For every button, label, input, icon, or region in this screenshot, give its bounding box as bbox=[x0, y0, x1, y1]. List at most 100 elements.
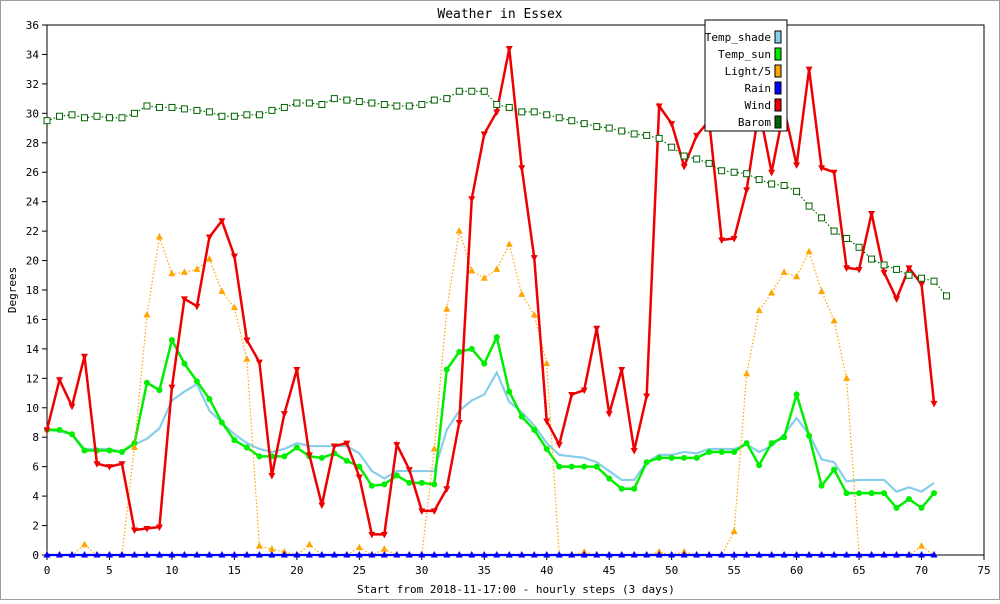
series-temp-sun-point bbox=[618, 485, 625, 492]
series-barom-point bbox=[180, 105, 188, 113]
series-temp-sun-point bbox=[393, 472, 400, 479]
series-wind-point bbox=[118, 461, 126, 468]
series-wind-point bbox=[68, 403, 76, 411]
series-light-5-point bbox=[443, 305, 451, 312]
series-light-5-point bbox=[380, 545, 388, 552]
series-temp-sun-point bbox=[131, 440, 138, 447]
x-tick-label: 65 bbox=[852, 564, 865, 577]
x-tick-label: 70 bbox=[915, 564, 928, 577]
series-barom-point bbox=[805, 202, 813, 210]
series-temp-sun-point bbox=[381, 481, 388, 488]
series-rain-point bbox=[430, 551, 438, 558]
series-barom-point bbox=[843, 234, 851, 242]
y-tick-label: 4 bbox=[32, 490, 39, 503]
series-wind-point bbox=[293, 367, 301, 374]
series-temp-sun-point bbox=[118, 448, 125, 455]
series-barom-point bbox=[780, 181, 788, 189]
x-tick-label: 40 bbox=[540, 564, 553, 577]
series-barom-point bbox=[343, 96, 351, 104]
series-rain-point bbox=[330, 551, 338, 558]
series-rain-point bbox=[793, 551, 801, 558]
x-tick-label: 25 bbox=[353, 564, 366, 577]
series-temp-sun-point bbox=[656, 454, 663, 461]
series-light-5-point bbox=[493, 265, 501, 272]
series-temp-sun-point bbox=[681, 454, 688, 461]
series-temp-sun-point bbox=[156, 387, 163, 394]
series-wind-point bbox=[368, 531, 376, 539]
series-wind-point bbox=[880, 269, 888, 277]
series-wind-point bbox=[380, 531, 388, 539]
series-wind-point bbox=[280, 411, 288, 418]
series-temp-sun-point bbox=[231, 437, 238, 444]
series-rain-point bbox=[755, 551, 763, 558]
series-wind-point bbox=[693, 132, 701, 140]
series-wind-point bbox=[355, 474, 363, 481]
series-temp-sun-point bbox=[518, 413, 525, 420]
series-rain-point bbox=[855, 551, 863, 558]
series-temp-sun-point bbox=[593, 463, 600, 470]
series-barom-point bbox=[493, 101, 501, 108]
series-wind-point bbox=[618, 367, 626, 374]
series-barom-point bbox=[143, 102, 151, 110]
series-barom-point bbox=[930, 277, 938, 285]
x-tick-label: 30 bbox=[415, 564, 428, 577]
series-rain-point bbox=[618, 551, 626, 558]
series-temp-sun-point bbox=[868, 490, 875, 497]
series-light-5-point bbox=[805, 247, 813, 255]
series-temp-sun-point bbox=[568, 463, 575, 470]
series-temp-sun-point bbox=[756, 462, 763, 469]
series-barom-point bbox=[530, 108, 538, 116]
series-wind-point bbox=[130, 527, 138, 534]
series-temp-sun-point bbox=[481, 360, 488, 367]
series-wind-point bbox=[743, 187, 751, 194]
series-temp-sun-point bbox=[818, 482, 825, 489]
legend-label-temp-shade: Temp_shade bbox=[705, 31, 771, 44]
series-wind-point bbox=[155, 524, 163, 532]
series-wind-point bbox=[405, 467, 413, 474]
series-rain bbox=[43, 551, 938, 558]
y-tick-label: 10 bbox=[26, 402, 39, 415]
series-light-5-point bbox=[480, 274, 488, 281]
series-light-5-point bbox=[230, 303, 238, 311]
series-temp-sun-point bbox=[718, 448, 725, 455]
series-wind-point bbox=[905, 265, 913, 272]
series-barom-point bbox=[255, 111, 263, 119]
x-tick-label: 0 bbox=[44, 564, 51, 577]
series-temp-sun-point bbox=[281, 453, 288, 460]
legend-label-light-5: Light/5 bbox=[725, 65, 771, 78]
series-rain-point bbox=[830, 551, 838, 558]
series-barom-point bbox=[893, 265, 901, 273]
legend: Temp_shade Temp_sun Light/5 Rain Wind Barom bbox=[704, 19, 788, 132]
series-temp-sun-point bbox=[468, 345, 475, 352]
series-wind-point bbox=[593, 325, 601, 333]
series-rain-point bbox=[530, 551, 538, 558]
series-rain-point bbox=[380, 551, 388, 558]
series-rain-point bbox=[930, 551, 938, 558]
series-barom-point bbox=[868, 255, 876, 263]
series-temp-sun-point bbox=[68, 431, 75, 438]
series-barom-point bbox=[43, 117, 51, 125]
series-temp-sun-point bbox=[206, 395, 213, 402]
series-wind-point bbox=[805, 66, 813, 74]
series-rain-point bbox=[818, 551, 826, 558]
series-light-5-point bbox=[468, 266, 476, 274]
x-tick-label: 20 bbox=[290, 564, 303, 577]
series-rain-point bbox=[668, 551, 676, 558]
series-light-5-point bbox=[830, 316, 838, 324]
series-barom-point bbox=[618, 127, 626, 135]
series-light-5-point bbox=[918, 542, 926, 549]
series-barom-point bbox=[455, 87, 463, 95]
series-barom-point bbox=[93, 112, 101, 120]
x-tick-label: 60 bbox=[790, 564, 803, 577]
series-temp-sun-point bbox=[543, 446, 550, 452]
series-barom-point bbox=[768, 180, 776, 188]
series-wind-point bbox=[680, 163, 688, 171]
series-barom-point bbox=[543, 111, 551, 119]
y-tick-label: 6 bbox=[32, 461, 39, 474]
series-rain-point bbox=[405, 551, 413, 558]
series-barom-point bbox=[855, 243, 863, 251]
series-barom-point bbox=[318, 101, 326, 108]
legend-swatch-wind bbox=[774, 98, 782, 112]
y-tick-label: 34 bbox=[26, 48, 40, 61]
series-rain-point bbox=[193, 551, 201, 558]
